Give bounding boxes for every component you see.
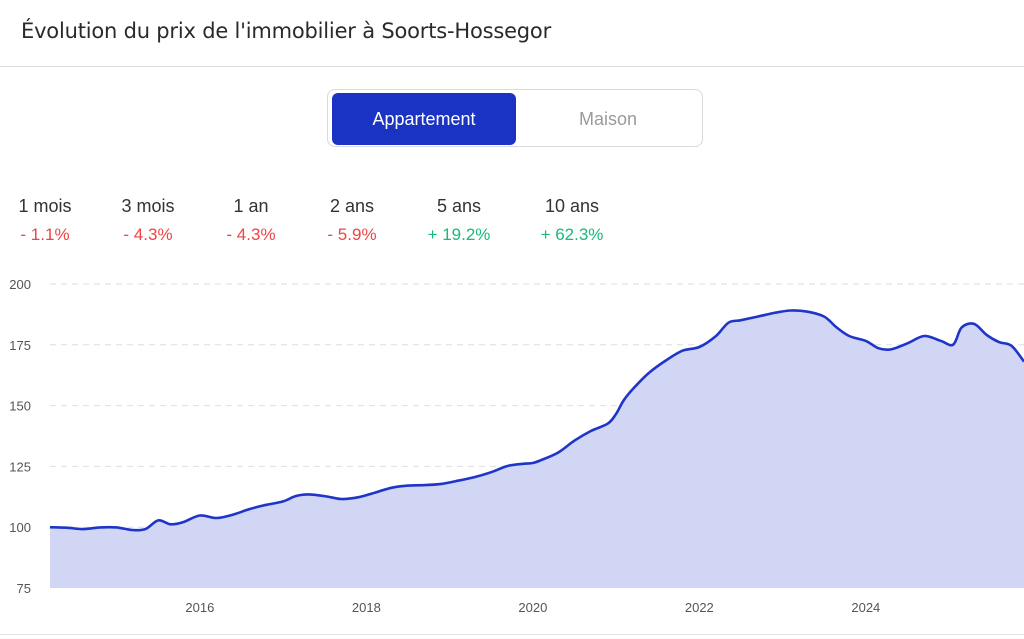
stat-period-label: 3 mois [121,196,175,216]
price-line [49,309,1024,532]
stat-change-value: - 4.3% [123,225,173,244]
x-tick-label: 2024 [851,600,880,615]
stat-period-label: 1 mois [18,196,72,216]
stat-change-value: - 4.3% [226,225,276,244]
stat-1-mois: 1 mois - 1.1% [0,196,90,245]
stat-change-value: + 62.3% [540,225,604,244]
stat-period-label: 2 ans [329,196,375,216]
y-tick-label: 100 [9,520,31,535]
y-tick-label: 200 [9,277,31,292]
price-area [50,310,1024,588]
y-tick-label: 75 [17,581,31,596]
toggle-appartement-button[interactable]: Appartement [332,93,516,145]
stat-10-ans: 10 ans + 62.3% [527,196,617,245]
y-tick-label: 175 [9,338,31,353]
property-type-toggle: Appartement Maison [327,89,703,147]
stat-5-ans: 5 ans + 19.2% [414,196,504,245]
page-title: Évolution du prix de l'immobilier à Soor… [21,19,552,43]
stat-2-ans: 2 ans - 5.9% [307,196,397,245]
x-tick-label: 2022 [685,600,714,615]
stat-period-label: 1 an [233,196,269,216]
stat-1-an: 1 an - 4.3% [206,196,296,245]
x-tick-label: 2016 [185,600,214,615]
stat-period-label: 5 ans [436,196,482,216]
toggle-maison-button[interactable]: Maison [578,109,638,129]
stat-change-value: + 19.2% [427,225,491,244]
stat-3-mois: 3 mois - 4.3% [103,196,193,245]
y-tick-label: 150 [9,399,31,414]
header: Évolution du prix de l'immobilier à Soor… [0,0,1024,67]
bottom-divider [0,634,1024,635]
x-tick-label: 2018 [352,600,381,615]
stat-change-value: - 5.9% [327,225,377,244]
price-chart: 75 100 125 150 175 200 2016 2018 2020 2022 2024 [9,277,1024,615]
stat-period-label: 10 ans [544,196,600,216]
stat-change-value: - 1.1% [20,225,70,244]
x-tick-label: 2020 [518,600,547,615]
y-tick-label: 125 [9,459,31,474]
